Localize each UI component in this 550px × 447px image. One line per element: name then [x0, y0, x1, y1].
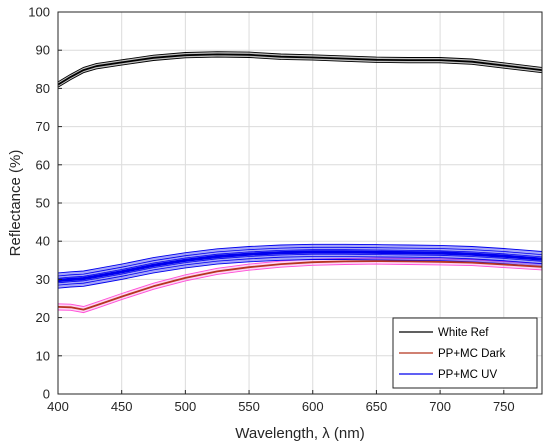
x-tick-label: 650	[366, 399, 388, 414]
y-tick-label: 10	[36, 348, 50, 363]
legend: White Ref PP+MC Dark PP+MC UV	[392, 317, 538, 389]
pp-mc-uv-upper-edge	[57, 243, 543, 274]
x-tick-label: 550	[238, 399, 260, 414]
x-tick-label: 500	[175, 399, 197, 414]
y-tick-label: 40	[36, 234, 50, 249]
pp-mc-uv-replicate-line	[57, 256, 543, 286]
white-ref-upper-edge	[57, 51, 543, 83]
series-lines	[57, 53, 543, 311]
x-axis-ticks: 400 450 500 550 600 650 700 750	[47, 390, 515, 414]
x-tick-label: 700	[429, 399, 451, 414]
pp-mc-dark-lower-edge	[57, 263, 543, 314]
legend-label-white-ref: White Ref	[438, 327, 489, 339]
x-tick-label: 600	[302, 399, 324, 414]
legend-label-pp-mc-dark: PP+MC Dark	[438, 348, 506, 360]
x-tick-label: 750	[493, 399, 515, 414]
white-ref-line	[57, 53, 543, 86]
y-tick-label: 30	[36, 272, 50, 287]
y-tick-label: 0	[43, 387, 50, 402]
pp-mc-uv-lower-edge	[57, 259, 543, 289]
y-axis-label: Reflectance (%)	[7, 150, 24, 257]
legend-label-pp-mc-uv: PP+MC UV	[438, 369, 497, 381]
pp-mc-uv-line	[57, 250, 543, 283]
pp-mc-dark-line	[57, 260, 543, 311]
y-tick-label: 60	[36, 157, 50, 172]
pp-mc-uv-replicate-line	[57, 253, 543, 284]
pp-mc-uv-replicate-line	[57, 246, 543, 277]
white-ref-lower-edge	[57, 56, 543, 88]
pp-mc-uv-replicate-line	[57, 249, 543, 279]
y-tick-label: 70	[36, 119, 50, 134]
x-tick-label: 450	[111, 399, 133, 414]
y-tick-label: 50	[36, 196, 50, 211]
x-axis-label: Wavelength, λ (nm)	[235, 425, 365, 442]
y-tick-label: 100	[28, 5, 50, 20]
y-axis-ticks: 0 10 20 30 40 50 60 70 80 90 100	[28, 5, 62, 402]
y-tick-label: 90	[36, 43, 50, 58]
y-tick-label: 20	[36, 310, 50, 325]
pp-mc-dark-upper-edge	[57, 257, 543, 307]
x-tick-label: 400	[47, 399, 69, 414]
y-tick-label: 80	[36, 81, 50, 96]
